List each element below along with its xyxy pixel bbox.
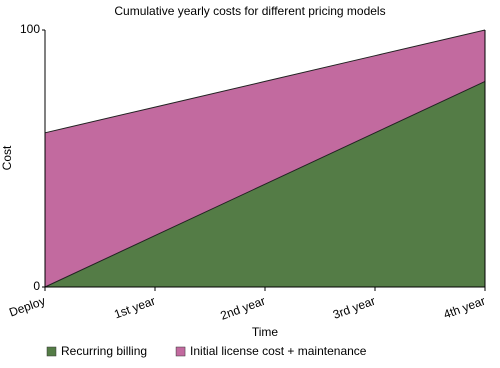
x-tick-label: 3rd year [331, 294, 377, 322]
legend-swatch [175, 346, 186, 357]
x-axis-label: Time [252, 325, 279, 339]
y-tick-label: 100 [20, 22, 40, 36]
x-tick-label: 1st year [112, 294, 157, 322]
area-line [44, 80, 486, 288]
legend-label: Initial license cost + maintenance [190, 344, 367, 358]
x-tick-label: 4th year [442, 294, 488, 322]
area-line [44, 29, 486, 134]
legend-label: Recurring billing [61, 344, 147, 358]
legend-swatch [46, 346, 57, 357]
y-axis-label: Cost [0, 145, 14, 170]
x-tick-label: 2nd year [218, 294, 267, 323]
chart-title: Cumulative yearly costs for different pr… [114, 4, 385, 18]
x-tick-label: Deploy [7, 294, 47, 320]
y-tick-label: 0 [33, 279, 40, 293]
